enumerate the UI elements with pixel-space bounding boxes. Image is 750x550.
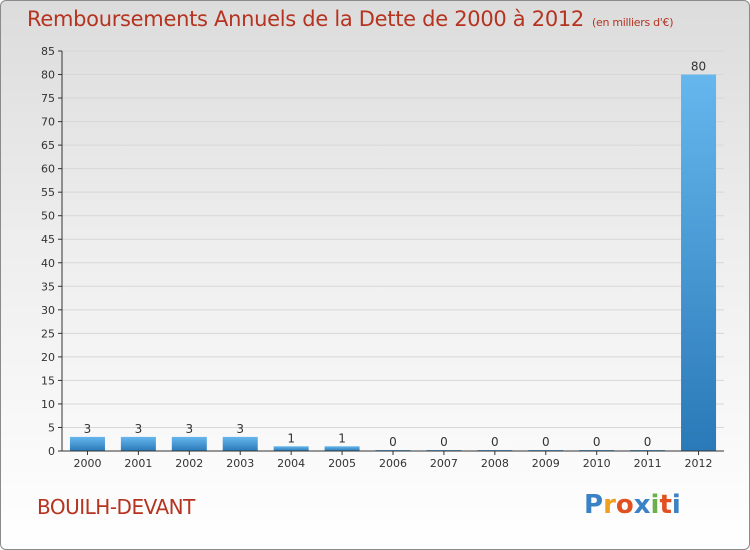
x-tick-label: 2002 — [175, 457, 203, 470]
logo-letter: r — [603, 490, 616, 520]
x-tick-label: 2007 — [430, 457, 458, 470]
data-label: 0 — [440, 435, 448, 449]
data-label: 3 — [135, 422, 143, 436]
logo-letter: i — [650, 490, 660, 520]
y-tick-label: 20 — [41, 351, 55, 364]
x-tick-label: 2010 — [583, 457, 611, 470]
y-tick-label: 25 — [41, 327, 55, 340]
data-label: 1 — [287, 431, 295, 445]
y-tick-label: 35 — [41, 280, 55, 293]
y-tick-label: 10 — [41, 398, 55, 411]
labels: 0510152025303540455055606570758085320003… — [41, 45, 713, 470]
x-tick-label: 2005 — [328, 457, 356, 470]
logo-letter: t — [659, 490, 672, 520]
x-tick-label: 2011 — [634, 457, 662, 470]
y-tick-label: 55 — [41, 186, 55, 199]
bar-2003 — [222, 436, 258, 451]
chart-title: Remboursements Annuels de la Dette de 20… — [27, 7, 673, 31]
data-label: 0 — [542, 435, 550, 449]
bars — [69, 74, 717, 451]
data-label: 3 — [236, 422, 244, 436]
x-tick-label: 2012 — [685, 457, 713, 470]
y-tick-label: 70 — [41, 116, 55, 129]
x-tick-label: 2004 — [277, 457, 305, 470]
bar-2002 — [171, 436, 207, 451]
y-tick-label: 80 — [41, 69, 55, 82]
x-tick-label: 2000 — [73, 457, 101, 470]
axes — [58, 50, 724, 455]
data-label: 3 — [185, 422, 193, 436]
y-tick-label: 60 — [41, 163, 55, 176]
data-label: 0 — [389, 435, 397, 449]
proxiti-logo: Proxiti — [584, 490, 681, 520]
bar-2012 — [681, 74, 717, 451]
bar-2004 — [273, 446, 309, 451]
logo-letter: P — [584, 490, 604, 520]
x-tick-label: 2008 — [481, 457, 509, 470]
data-label: 80 — [691, 60, 706, 74]
y-tick-label: 85 — [41, 45, 55, 58]
bar-2005 — [324, 446, 360, 451]
x-tick-label: 2001 — [124, 457, 152, 470]
title-text: Remboursements Annuels de la Dette de 20… — [27, 7, 584, 31]
y-tick-label: 15 — [41, 374, 55, 387]
data-label: 0 — [593, 435, 601, 449]
y-tick-label: 50 — [41, 210, 55, 223]
y-tick-label: 0 — [48, 445, 55, 458]
y-tick-label: 45 — [41, 233, 55, 246]
grid-lines — [62, 50, 724, 452]
commune-name: BOUILH-DEVANT — [37, 495, 195, 519]
data-label: 0 — [644, 435, 652, 449]
unit-label: (en milliers d'€) — [592, 16, 674, 29]
bar-2001 — [120, 436, 156, 451]
y-tick-label: 65 — [41, 139, 55, 152]
logo-letter: i — [671, 490, 681, 520]
logo-letter: x — [633, 490, 651, 520]
x-tick-label: 2006 — [379, 457, 407, 470]
y-tick-label: 30 — [41, 304, 55, 317]
bar-2000 — [69, 436, 105, 451]
data-label: 3 — [84, 422, 92, 436]
data-label: 1 — [338, 431, 346, 445]
logo-letter: o — [615, 490, 634, 520]
y-tick-label: 40 — [41, 257, 55, 270]
x-tick-label: 2003 — [226, 457, 254, 470]
y-tick-label: 75 — [41, 92, 55, 105]
y-tick-label: 5 — [48, 421, 55, 434]
data-label: 0 — [491, 435, 499, 449]
x-tick-label: 2009 — [532, 457, 560, 470]
